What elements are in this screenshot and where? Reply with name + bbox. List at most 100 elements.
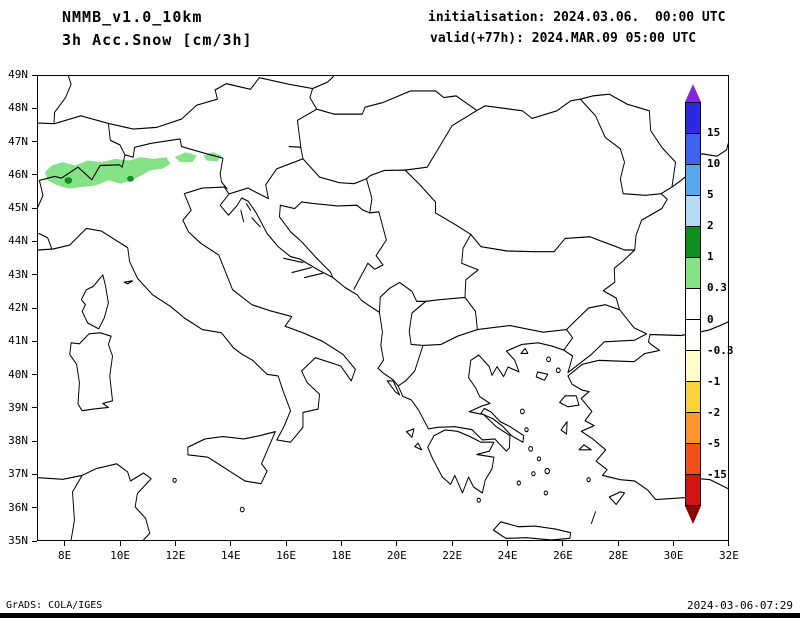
lat-tick: [32, 340, 37, 342]
snow-core-1: [64, 177, 73, 184]
lon-tick-label: 10E: [110, 549, 130, 562]
islet-naxos: [544, 467, 550, 475]
lon-tick-label: 18E: [331, 549, 352, 562]
model-name: NMMB_v1.0_10km: [62, 8, 203, 26]
border-slovenia-croatia: [228, 158, 304, 200]
border-austria-slovakia-hungary: [288, 88, 318, 148]
colorbar-segment-2: [686, 164, 700, 195]
colorbar-segment-4: [686, 226, 700, 257]
lon-tick: [64, 541, 66, 546]
colorbar-segment-12: [686, 474, 700, 505]
border-croatia-bosnia-west: [279, 204, 334, 279]
lat-tick-label: 38N: [8, 434, 28, 448]
border-germany-austria: [107, 89, 218, 130]
colorbar: [685, 84, 701, 524]
colorbar-label: -15: [707, 467, 727, 481]
islands-dalmatia-2: [251, 217, 261, 228]
lat-tick: [32, 507, 37, 509]
colorbar-label: 0: [707, 312, 714, 326]
colorbar-label: -5: [707, 436, 721, 450]
island-sardinia: [69, 332, 114, 412]
lat-tick: [32, 141, 37, 143]
country-borders: [38, 76, 677, 540]
island-samos: [578, 444, 592, 451]
border-moldova-west: [579, 98, 663, 196]
islet-samothrace: [546, 356, 552, 363]
lat-tick-label: 36N: [8, 500, 28, 514]
coastline-italy: [38, 186, 356, 443]
lon-tick: [230, 541, 232, 546]
islands-dalmatia-3: [283, 257, 304, 264]
border-romania-ukraine: [476, 98, 581, 120]
islet-malta: [239, 506, 245, 513]
border-montenegro-kosovo: [378, 281, 427, 313]
colorbar-segment-9: [686, 381, 700, 412]
snow-area-dolomites: [174, 152, 197, 163]
creation-timestamp: 2024-03-06-07:29: [687, 599, 793, 612]
map-plot-area: [37, 75, 729, 541]
colorbar-label: -2: [707, 405, 721, 419]
lat-tick: [32, 307, 37, 309]
lat-tick: [32, 407, 37, 409]
border-croatia-bosnia-north: [279, 201, 371, 214]
colorbar-label: 2: [707, 219, 714, 233]
lon-tick-label: 20E: [386, 549, 407, 562]
border-france-italy-south: [38, 232, 53, 250]
field-name: 3h Acc.Snow [cm/3h]: [62, 31, 253, 49]
islet-cyclades: [524, 427, 529, 433]
lat-tick: [32, 107, 37, 109]
lat-tick: [32, 174, 37, 176]
lon-tick-label: 22E: [442, 549, 463, 562]
snow-core-2: [127, 175, 134, 182]
lon-tick-label: 32E: [719, 549, 739, 562]
colorbar-label: 0.3: [707, 281, 727, 295]
island-corsica: [80, 274, 109, 330]
lon-tick: [119, 541, 121, 546]
island-chios: [560, 421, 568, 435]
lat-tick-label: 39N: [8, 400, 28, 414]
lon-tick: [617, 541, 619, 546]
lat-tick: [32, 74, 37, 76]
islet-imbros: [555, 367, 561, 374]
border-moldova-east: [579, 93, 677, 188]
colorbar-segment-3: [686, 195, 700, 226]
islet-kos: [586, 477, 591, 483]
colorbar-segment-5: [686, 257, 700, 288]
lat-tick: [32, 207, 37, 209]
islands-dalmatia-5: [303, 272, 324, 279]
colorbar-arrow-down: [685, 506, 701, 524]
border-albania-greece: [397, 344, 424, 387]
lon-tick: [728, 541, 730, 546]
colorbar-label: -1: [707, 374, 721, 388]
colorbar-segment-11: [686, 443, 700, 474]
lat-tick-label: 43N: [8, 267, 28, 281]
islet-paros: [531, 471, 536, 477]
border-algeria-tunisia: [70, 474, 83, 540]
islet-santorini: [543, 490, 548, 496]
islet-kythira: [476, 497, 481, 503]
island-kefalonia: [405, 428, 415, 438]
valid-time: valid(+77h): 2024.MAR.09 05:00 UTC: [430, 31, 697, 46]
lat-tick: [32, 540, 37, 542]
colorbar-segment-0: [686, 103, 700, 133]
colorbar-segment-8: [686, 350, 700, 381]
colorbar-label: 1: [707, 250, 714, 264]
lon-tick-label: 16E: [276, 549, 297, 562]
island-thasos: [520, 347, 529, 354]
lon-tick-label: 8E: [58, 549, 72, 562]
islands-dalmatia-1: [240, 209, 245, 223]
island-lesbos: [559, 395, 580, 408]
border-macedonia-albania-greece: [408, 300, 478, 347]
coastline-turkey-marmara-south-blacksea: [567, 321, 728, 377]
lat-tick: [32, 473, 37, 475]
border-hungary-slovakia: [316, 90, 478, 115]
lon-tick-label: 14E: [220, 549, 241, 562]
lat-tick-label: 40N: [8, 367, 28, 381]
lat-tick-label: 41N: [8, 334, 28, 348]
islet-pantelleria: [172, 477, 177, 483]
island-corfu: [386, 380, 401, 396]
lon-tick: [396, 541, 398, 546]
border-serbia-bosnia-montenegro: [353, 211, 387, 290]
lat-tick-label: 49N: [8, 68, 28, 81]
coastlines: [38, 143, 728, 540]
